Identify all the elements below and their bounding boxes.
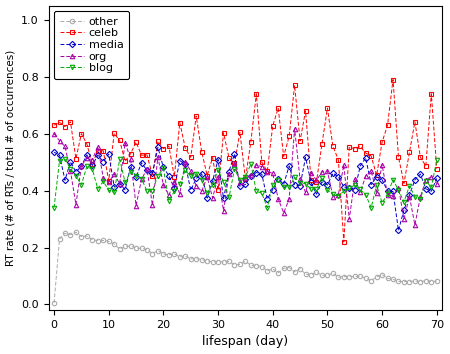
blog <box>62 157 68 161</box>
celeb <box>237 130 243 135</box>
other <box>434 279 440 283</box>
celeb <box>281 154 286 159</box>
other <box>166 253 171 257</box>
celeb <box>390 78 396 82</box>
blog <box>51 206 57 210</box>
media <box>407 193 412 197</box>
celeb <box>434 166 440 171</box>
blog <box>243 175 248 179</box>
org <box>292 127 297 131</box>
celeb <box>407 150 412 155</box>
media <box>62 178 68 182</box>
other <box>51 301 57 305</box>
Line: org: org <box>52 127 439 227</box>
Legend: other, celeb, media, org, blog: other, celeb, media, org, blog <box>54 11 129 79</box>
X-axis label: lifespan (day): lifespan (day) <box>202 336 288 348</box>
celeb <box>106 178 112 183</box>
blog <box>166 199 171 203</box>
org <box>62 144 68 149</box>
celeb <box>51 123 57 127</box>
Line: blog: blog <box>52 157 439 210</box>
org <box>423 178 428 182</box>
media <box>155 145 161 150</box>
org <box>237 180 243 184</box>
blog <box>346 186 352 190</box>
celeb <box>62 124 68 129</box>
other <box>418 280 423 284</box>
celeb <box>423 164 428 168</box>
blog <box>434 158 440 162</box>
blog <box>418 197 423 201</box>
other <box>62 231 68 235</box>
other <box>346 275 352 279</box>
other <box>243 259 248 263</box>
blog <box>287 185 292 189</box>
media <box>434 176 440 181</box>
org <box>51 132 57 136</box>
org <box>281 211 286 215</box>
other <box>73 230 79 234</box>
org <box>106 180 112 184</box>
media <box>287 164 292 168</box>
media <box>396 228 401 233</box>
media <box>106 152 112 156</box>
media <box>243 182 248 187</box>
blog <box>117 157 122 161</box>
Line: media: media <box>52 145 439 233</box>
celeb <box>341 240 346 244</box>
media <box>423 187 428 191</box>
org <box>434 182 440 186</box>
Line: other: other <box>52 230 439 305</box>
org <box>401 217 407 221</box>
media <box>51 150 57 154</box>
Y-axis label: RT rate (# of RTs / total # of occurrences): RT rate (# of RTs / total # of occurrenc… <box>5 50 16 266</box>
other <box>287 266 292 270</box>
org <box>412 223 418 227</box>
Line: celeb: celeb <box>52 78 439 244</box>
